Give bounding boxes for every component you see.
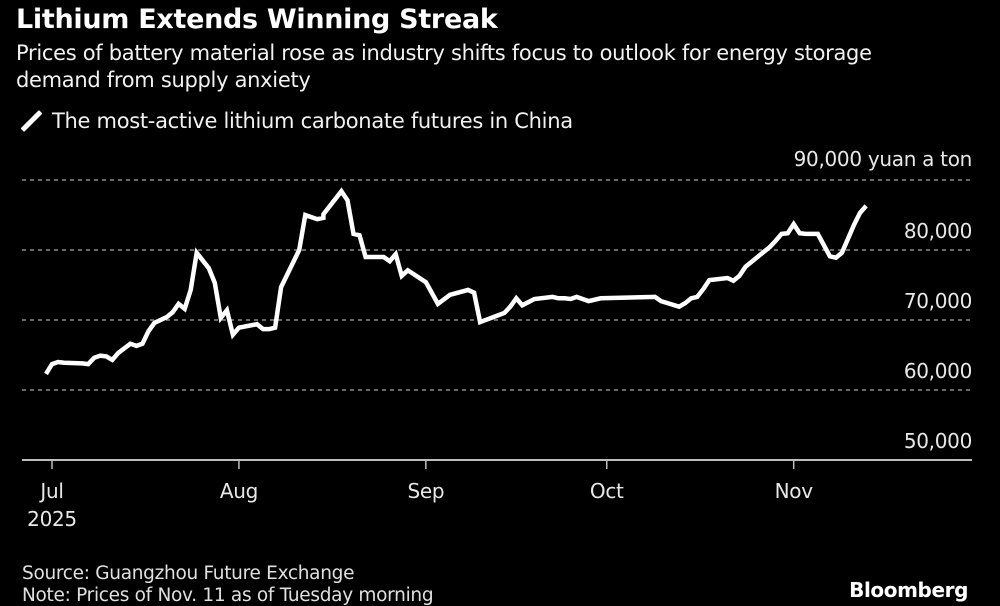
y-tick-label: 80,000 <box>904 219 972 243</box>
y-tick-label: 70,000 <box>904 289 972 313</box>
x-tick-label: Nov <box>775 479 814 503</box>
x-axis-ticks: Jul 2025 Aug Sep Oct Nov <box>27 460 813 531</box>
bloomberg-logo: Bloomberg <box>849 578 968 602</box>
y-tick-label: 50,000 <box>904 429 972 453</box>
x-tick-year-label: 2025 <box>27 507 77 531</box>
x-tick-label: Sep <box>407 479 444 503</box>
y-axis-ticks: 50,000 60,000 70,000 80,000 <box>904 219 972 453</box>
y-tick-label: 60,000 <box>904 359 972 383</box>
series-points <box>46 191 866 374</box>
x-tick-label: Oct <box>590 479 624 503</box>
series-line-lithium-carbonate <box>46 191 866 374</box>
source-note: Source: Guangzhou Future Exchange <box>22 563 354 584</box>
footnote: Note: Prices of Nov. 11 as of Tuesday mo… <box>22 585 433 606</box>
x-tick-label: Jul <box>38 479 63 503</box>
x-tick-label: Aug <box>220 479 258 503</box>
gridlines <box>22 180 972 390</box>
